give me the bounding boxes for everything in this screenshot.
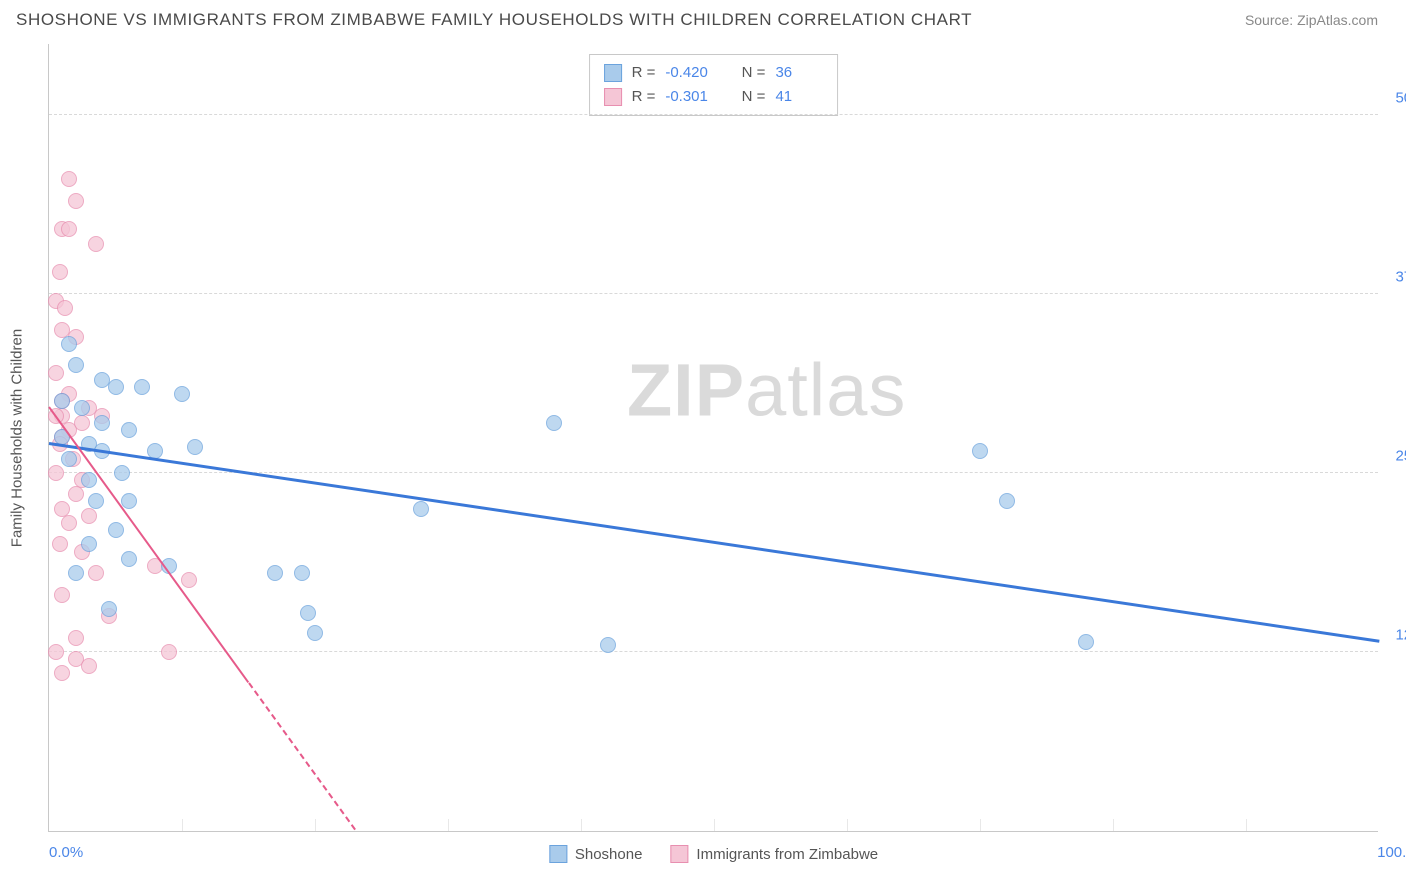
data-point xyxy=(94,415,110,431)
series-legend-item: Immigrants from Zimbabwe xyxy=(670,845,878,863)
data-point xyxy=(81,508,97,524)
x-axis-max-label: 100.0% xyxy=(1377,844,1406,861)
data-point xyxy=(121,551,137,567)
source-label: Source: ZipAtlas.com xyxy=(1245,12,1378,28)
gridline-v xyxy=(581,819,582,831)
legend-swatch xyxy=(549,845,567,863)
stat-legend: R = -0.420 N = 36R = -0.301 N = 41 xyxy=(589,54,839,116)
data-point xyxy=(61,171,77,187)
data-point xyxy=(74,415,90,431)
stat-legend-row: R = -0.301 N = 41 xyxy=(604,85,824,109)
gridline-v xyxy=(448,819,449,831)
data-point xyxy=(300,605,316,621)
data-point xyxy=(48,465,64,481)
data-point xyxy=(108,379,124,395)
data-point xyxy=(187,439,203,455)
data-point xyxy=(52,536,68,552)
data-point xyxy=(68,565,84,581)
gridline-v xyxy=(182,819,183,831)
data-point xyxy=(413,501,429,517)
gridline-h xyxy=(49,293,1378,294)
series-legend-label: Immigrants from Zimbabwe xyxy=(696,846,878,863)
chart-title: SHOSHONE VS IMMIGRANTS FROM ZIMBABWE FAM… xyxy=(16,10,972,30)
data-point xyxy=(108,522,124,538)
gridline-v xyxy=(714,819,715,831)
scatter-chart: Family Households with Children ZIPatlas… xyxy=(48,44,1378,832)
gridline-h xyxy=(49,651,1378,652)
data-point xyxy=(267,565,283,581)
data-point xyxy=(68,193,84,209)
gridline-v xyxy=(847,819,848,831)
data-point xyxy=(181,572,197,588)
data-point xyxy=(600,637,616,653)
y-axis-tick-label: 25.0% xyxy=(1395,447,1406,464)
data-point xyxy=(972,443,988,459)
watermark: ZIPatlas xyxy=(627,348,906,433)
data-point xyxy=(48,644,64,660)
data-point xyxy=(61,515,77,531)
data-point xyxy=(68,357,84,373)
data-point xyxy=(174,386,190,402)
data-point xyxy=(88,565,104,581)
legend-swatch xyxy=(670,845,688,863)
data-point xyxy=(88,236,104,252)
data-point xyxy=(74,400,90,416)
data-point xyxy=(81,472,97,488)
data-point xyxy=(121,422,137,438)
data-point xyxy=(61,451,77,467)
data-point xyxy=(57,300,73,316)
x-axis-min-label: 0.0% xyxy=(49,844,83,861)
legend-swatch xyxy=(604,64,622,82)
gridline-h xyxy=(49,114,1378,115)
data-point xyxy=(1078,634,1094,650)
data-point xyxy=(161,644,177,660)
series-legend: Shoshone Immigrants from Zimbabwe xyxy=(549,845,878,863)
y-axis-title: Family Households with Children xyxy=(9,328,26,546)
data-point xyxy=(68,630,84,646)
data-point xyxy=(307,625,323,641)
data-point xyxy=(88,493,104,509)
legend-swatch xyxy=(604,88,622,106)
data-point xyxy=(54,665,70,681)
y-axis-tick-label: 12.5% xyxy=(1395,626,1406,643)
data-point xyxy=(114,465,130,481)
data-point xyxy=(54,393,70,409)
data-point xyxy=(101,601,117,617)
data-point xyxy=(294,565,310,581)
gridline-v xyxy=(1113,819,1114,831)
data-point xyxy=(81,536,97,552)
data-point xyxy=(134,379,150,395)
gridline-v xyxy=(1246,819,1247,831)
series-legend-item: Shoshone xyxy=(549,845,643,863)
stat-legend-row: R = -0.420 N = 36 xyxy=(604,61,824,85)
gridline-v xyxy=(315,819,316,831)
data-point xyxy=(81,658,97,674)
gridline-v xyxy=(980,819,981,831)
data-point xyxy=(48,365,64,381)
y-axis-tick-label: 50.0% xyxy=(1395,89,1406,106)
data-point xyxy=(61,221,77,237)
trend-line xyxy=(248,682,356,830)
data-point xyxy=(68,486,84,502)
y-axis-tick-label: 37.5% xyxy=(1395,268,1406,285)
series-legend-label: Shoshone xyxy=(575,846,643,863)
data-point xyxy=(546,415,562,431)
data-point xyxy=(52,264,68,280)
data-point xyxy=(61,336,77,352)
data-point xyxy=(54,587,70,603)
data-point xyxy=(999,493,1015,509)
